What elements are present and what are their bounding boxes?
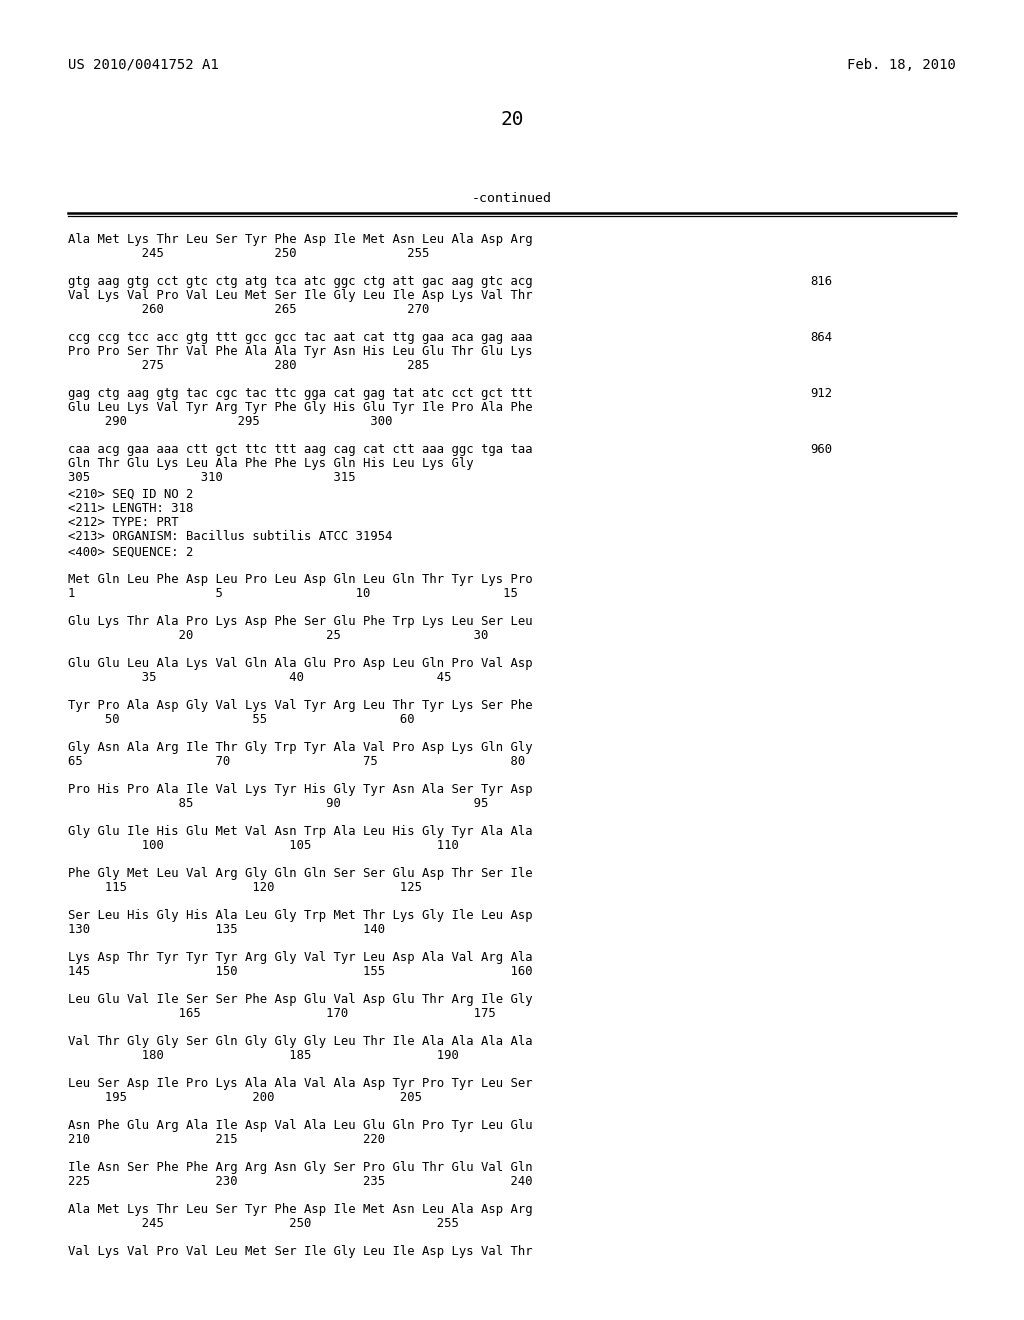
Text: Tyr Pro Ala Asp Gly Val Lys Val Tyr Arg Leu Thr Tyr Lys Ser Phe: Tyr Pro Ala Asp Gly Val Lys Val Tyr Arg … [68, 700, 532, 711]
Text: 165                 170                 175: 165 170 175 [68, 1007, 496, 1020]
Text: <212> TYPE: PRT: <212> TYPE: PRT [68, 516, 178, 529]
Text: Ser Leu His Gly His Ala Leu Gly Trp Met Thr Lys Gly Ile Leu Asp: Ser Leu His Gly His Ala Leu Gly Trp Met … [68, 909, 532, 921]
Text: Val Thr Gly Gly Ser Gln Gly Gly Gly Leu Thr Ile Ala Ala Ala Ala: Val Thr Gly Gly Ser Gln Gly Gly Gly Leu … [68, 1035, 532, 1048]
Text: 20                  25                  30: 20 25 30 [68, 630, 488, 642]
Text: Ala Met Lys Thr Leu Ser Tyr Phe Asp Ile Met Asn Leu Ala Asp Arg: Ala Met Lys Thr Leu Ser Tyr Phe Asp Ile … [68, 1203, 532, 1216]
Text: -continued: -continued [472, 191, 552, 205]
Text: Phe Gly Met Leu Val Arg Gly Gln Gln Ser Ser Glu Asp Thr Ser Ile: Phe Gly Met Leu Val Arg Gly Gln Gln Ser … [68, 867, 532, 880]
Text: 1                   5                  10                  15: 1 5 10 15 [68, 587, 518, 601]
Text: Asn Phe Glu Arg Ala Ile Asp Val Ala Leu Glu Gln Pro Tyr Leu Glu: Asn Phe Glu Arg Ala Ile Asp Val Ala Leu … [68, 1119, 532, 1133]
Text: 245               250               255: 245 250 255 [68, 247, 429, 260]
Text: 275               280               285: 275 280 285 [68, 359, 429, 372]
Text: Feb. 18, 2010: Feb. 18, 2010 [847, 58, 956, 73]
Text: <400> SEQUENCE: 2: <400> SEQUENCE: 2 [68, 546, 194, 558]
Text: ccg ccg tcc acc gtg ttt gcc gcc tac aat cat ttg gaa aca gag aaa: ccg ccg tcc acc gtg ttt gcc gcc tac aat … [68, 331, 532, 345]
Text: 864: 864 [810, 331, 833, 345]
Text: Glu Leu Lys Val Tyr Arg Tyr Phe Gly His Glu Tyr Ile Pro Ala Phe: Glu Leu Lys Val Tyr Arg Tyr Phe Gly His … [68, 401, 532, 414]
Text: 50                  55                  60: 50 55 60 [68, 713, 415, 726]
Text: Leu Glu Val Ile Ser Ser Phe Asp Glu Val Asp Glu Thr Arg Ile Gly: Leu Glu Val Ile Ser Ser Phe Asp Glu Val … [68, 993, 532, 1006]
Text: Pro His Pro Ala Ile Val Lys Tyr His Gly Tyr Asn Ala Ser Tyr Asp: Pro His Pro Ala Ile Val Lys Tyr His Gly … [68, 783, 532, 796]
Text: 85                  90                  95: 85 90 95 [68, 797, 488, 810]
Text: Pro Pro Ser Thr Val Phe Ala Ala Tyr Asn His Leu Glu Thr Glu Lys: Pro Pro Ser Thr Val Phe Ala Ala Tyr Asn … [68, 345, 532, 358]
Text: Gly Glu Ile His Glu Met Val Asn Trp Ala Leu His Gly Tyr Ala Ala: Gly Glu Ile His Glu Met Val Asn Trp Ala … [68, 825, 532, 838]
Text: 130                 135                 140: 130 135 140 [68, 923, 385, 936]
Text: <211> LENGTH: 318: <211> LENGTH: 318 [68, 502, 194, 515]
Text: 210                 215                 220: 210 215 220 [68, 1133, 385, 1146]
Text: caa acg gaa aaa ctt gct ttc ttt aag cag cat ctt aaa ggc tga taa: caa acg gaa aaa ctt gct ttc ttt aag cag … [68, 444, 532, 455]
Text: Glu Glu Leu Ala Lys Val Gln Ala Glu Pro Asp Leu Gln Pro Val Asp: Glu Glu Leu Ala Lys Val Gln Ala Glu Pro … [68, 657, 532, 671]
Text: Val Lys Val Pro Val Leu Met Ser Ile Gly Leu Ile Asp Lys Val Thr: Val Lys Val Pro Val Leu Met Ser Ile Gly … [68, 1245, 532, 1258]
Text: 195                 200                 205: 195 200 205 [68, 1092, 422, 1104]
Text: 115                 120                 125: 115 120 125 [68, 880, 422, 894]
Text: 816: 816 [810, 275, 833, 288]
Text: gag ctg aag gtg tac cgc tac ttc gga cat gag tat atc cct gct ttt: gag ctg aag gtg tac cgc tac ttc gga cat … [68, 387, 532, 400]
Text: 35                  40                  45: 35 40 45 [68, 671, 452, 684]
Text: Leu Ser Asp Ile Pro Lys Ala Ala Val Ala Asp Tyr Pro Tyr Leu Ser: Leu Ser Asp Ile Pro Lys Ala Ala Val Ala … [68, 1077, 532, 1090]
Text: 20: 20 [501, 110, 523, 129]
Text: 305               310               315: 305 310 315 [68, 471, 355, 484]
Text: 245                 250                 255: 245 250 255 [68, 1217, 459, 1230]
Text: 100                 105                 110: 100 105 110 [68, 840, 459, 851]
Text: gtg aag gtg cct gtc ctg atg tca atc ggc ctg att gac aag gtc acg: gtg aag gtg cct gtc ctg atg tca atc ggc … [68, 275, 532, 288]
Text: 65                  70                  75                  80: 65 70 75 80 [68, 755, 525, 768]
Text: US 2010/0041752 A1: US 2010/0041752 A1 [68, 58, 219, 73]
Text: 290               295               300: 290 295 300 [68, 414, 392, 428]
Text: 260               265               270: 260 265 270 [68, 304, 429, 315]
Text: Glu Lys Thr Ala Pro Lys Asp Phe Ser Glu Phe Trp Lys Leu Ser Leu: Glu Lys Thr Ala Pro Lys Asp Phe Ser Glu … [68, 615, 532, 628]
Text: 960: 960 [810, 444, 833, 455]
Text: 225                 230                 235                 240: 225 230 235 240 [68, 1175, 532, 1188]
Text: Ile Asn Ser Phe Phe Arg Arg Asn Gly Ser Pro Glu Thr Glu Val Gln: Ile Asn Ser Phe Phe Arg Arg Asn Gly Ser … [68, 1162, 532, 1173]
Text: <213> ORGANISM: Bacillus subtilis ATCC 31954: <213> ORGANISM: Bacillus subtilis ATCC 3… [68, 531, 392, 543]
Text: 180                 185                 190: 180 185 190 [68, 1049, 459, 1063]
Text: Lys Asp Thr Tyr Tyr Tyr Arg Gly Val Tyr Leu Asp Ala Val Arg Ala: Lys Asp Thr Tyr Tyr Tyr Arg Gly Val Tyr … [68, 950, 532, 964]
Text: 145                 150                 155                 160: 145 150 155 160 [68, 965, 532, 978]
Text: 912: 912 [810, 387, 833, 400]
Text: <210> SEQ ID NO 2: <210> SEQ ID NO 2 [68, 488, 194, 502]
Text: Gly Asn Ala Arg Ile Thr Gly Trp Tyr Ala Val Pro Asp Lys Gln Gly: Gly Asn Ala Arg Ile Thr Gly Trp Tyr Ala … [68, 741, 532, 754]
Text: Ala Met Lys Thr Leu Ser Tyr Phe Asp Ile Met Asn Leu Ala Asp Arg: Ala Met Lys Thr Leu Ser Tyr Phe Asp Ile … [68, 234, 532, 246]
Text: Met Gln Leu Phe Asp Leu Pro Leu Asp Gln Leu Gln Thr Tyr Lys Pro: Met Gln Leu Phe Asp Leu Pro Leu Asp Gln … [68, 573, 532, 586]
Text: Gln Thr Glu Lys Leu Ala Phe Phe Lys Gln His Leu Lys Gly: Gln Thr Glu Lys Leu Ala Phe Phe Lys Gln … [68, 457, 474, 470]
Text: Val Lys Val Pro Val Leu Met Ser Ile Gly Leu Ile Asp Lys Val Thr: Val Lys Val Pro Val Leu Met Ser Ile Gly … [68, 289, 532, 302]
